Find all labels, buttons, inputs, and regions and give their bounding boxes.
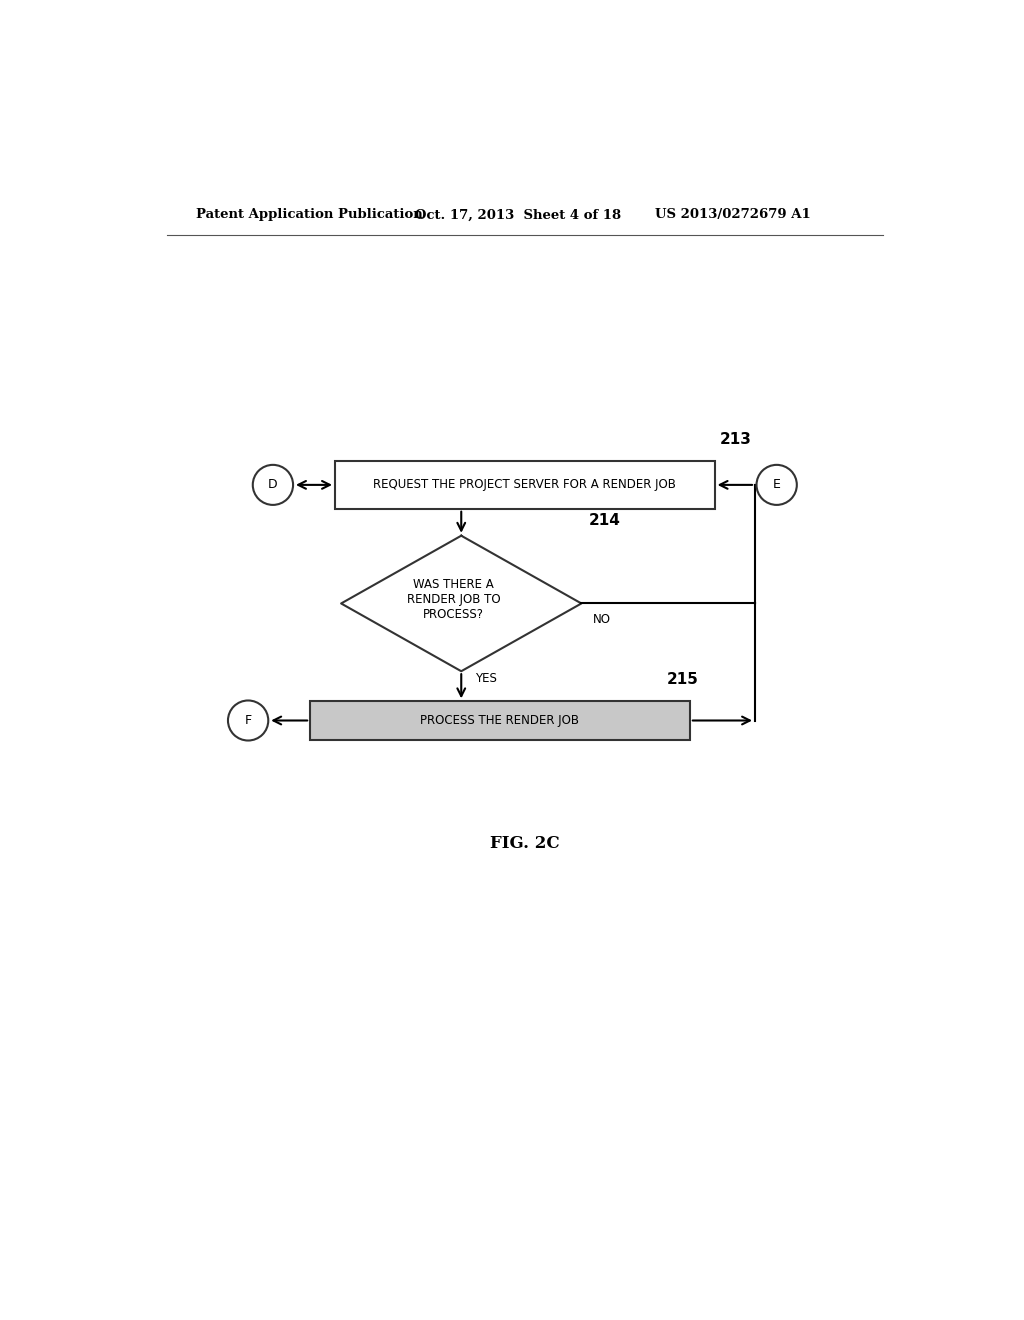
Circle shape — [757, 465, 797, 506]
Text: D: D — [268, 478, 278, 491]
FancyBboxPatch shape — [335, 461, 715, 508]
Text: E: E — [773, 478, 780, 491]
Text: 213: 213 — [719, 432, 752, 447]
Text: PROCESS THE RENDER JOB: PROCESS THE RENDER JOB — [421, 714, 580, 727]
Polygon shape — [341, 536, 582, 671]
Text: Patent Application Publication: Patent Application Publication — [197, 209, 423, 222]
Text: NO: NO — [593, 612, 611, 626]
Text: Oct. 17, 2013  Sheet 4 of 18: Oct. 17, 2013 Sheet 4 of 18 — [415, 209, 621, 222]
Circle shape — [228, 701, 268, 741]
Text: REQUEST THE PROJECT SERVER FOR A RENDER JOB: REQUEST THE PROJECT SERVER FOR A RENDER … — [374, 478, 676, 491]
FancyBboxPatch shape — [310, 701, 690, 739]
Circle shape — [253, 465, 293, 506]
Text: 215: 215 — [667, 672, 698, 688]
Text: FIG. 2C: FIG. 2C — [490, 836, 559, 853]
Text: F: F — [245, 714, 252, 727]
Text: YES: YES — [475, 672, 497, 685]
Text: 214: 214 — [589, 513, 621, 528]
Text: WAS THERE A
RENDER JOB TO
PROCESS?: WAS THERE A RENDER JOB TO PROCESS? — [407, 578, 501, 622]
Text: US 2013/0272679 A1: US 2013/0272679 A1 — [655, 209, 811, 222]
